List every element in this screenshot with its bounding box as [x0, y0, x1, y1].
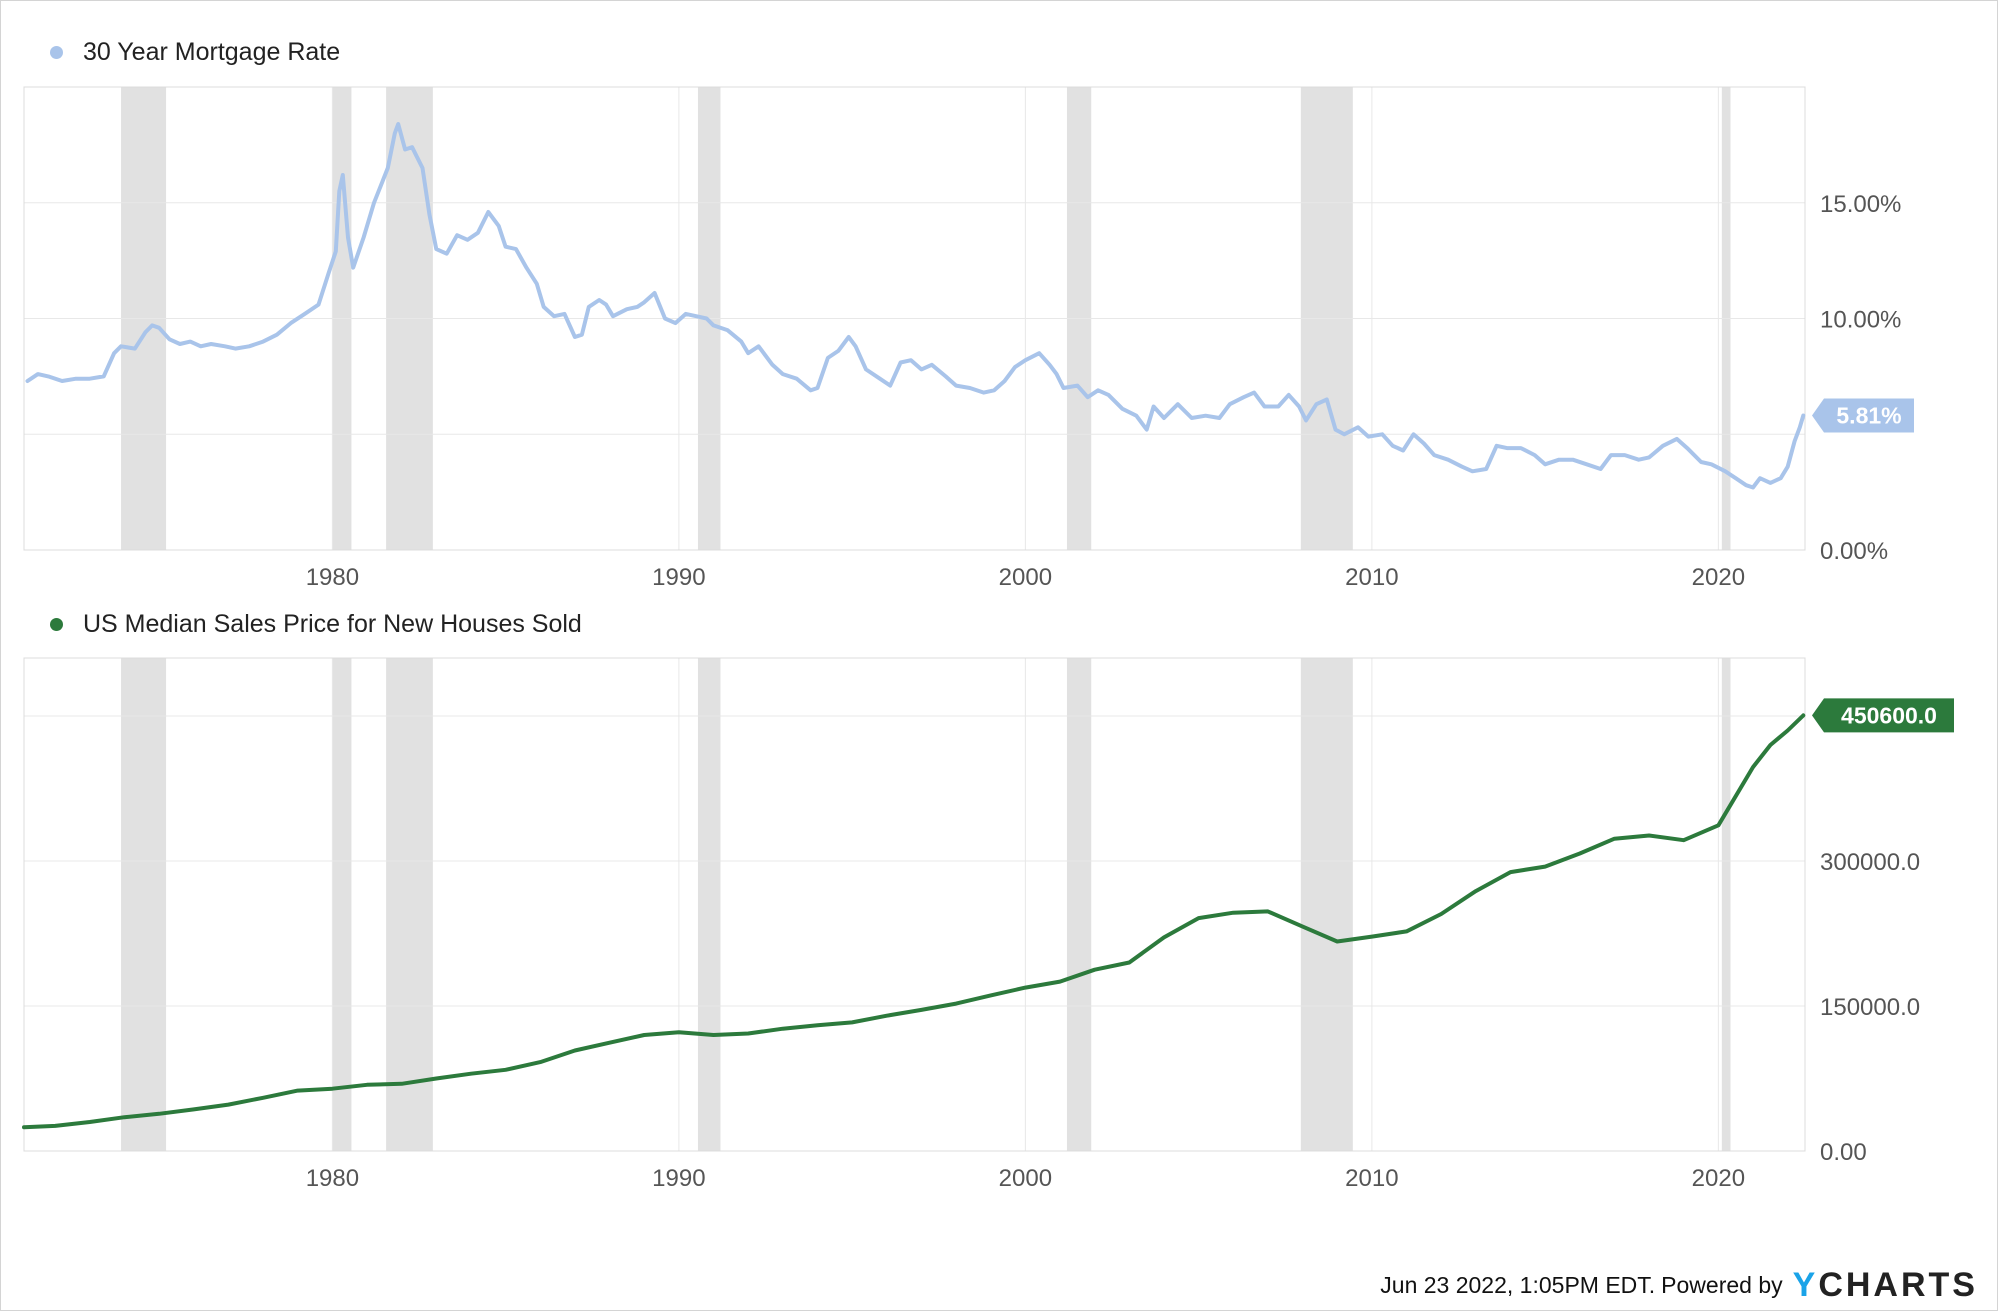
- legend-dot-mortgage: [50, 46, 63, 59]
- price-x-tick-label: 1990: [652, 1165, 705, 1192]
- price-x-tick-label: 1980: [306, 1165, 359, 1192]
- price-recession-band-1: [332, 658, 352, 1151]
- legend-dot-price: [50, 618, 63, 631]
- mortgage-y-tick-label: 0.00%: [1820, 538, 1888, 565]
- mortgage-x-tick-label: 2020: [1692, 564, 1745, 591]
- mortgage-last-value-badge: [1812, 398, 1914, 433]
- price-y-tick-label: 300000.0: [1820, 849, 1920, 876]
- price-last-value-label: 450600.0: [1841, 702, 1937, 728]
- price-recession-band-2: [386, 658, 433, 1151]
- mortgage-x-tick-label: 2000: [999, 564, 1052, 591]
- price-x-tick-label: 2010: [1345, 1165, 1398, 1192]
- price-y-tick-label: 150000.0: [1820, 994, 1920, 1021]
- price-x-tick-label: 2000: [999, 1165, 1052, 1192]
- price-recession-band-6: [1721, 658, 1731, 1151]
- footer: Jun 23 2022, 1:05PM EDT. Powered by YCHA…: [1380, 1266, 1978, 1305]
- price-x-tick-label: 2020: [1692, 1165, 1745, 1192]
- ycharts-logo-text: CHARTS: [1818, 1266, 1978, 1304]
- ycharts-logo-y: Y: [1792, 1266, 1819, 1304]
- mortgage-x-tick-label: 2010: [1345, 564, 1398, 591]
- price-recession-band-0: [121, 658, 167, 1151]
- mortgage-rate-chart[interactable]: 1980 1990 2000 2010 2020 0.00% 10.00% 15.00% 5.8…: [0, 0, 2000, 600]
- legend-median-price[interactable]: US Median Sales Price for New Houses Sol…: [50, 610, 582, 639]
- price-recession-band-3: [697, 658, 721, 1151]
- footer-powered-by: Powered by: [1661, 1272, 1783, 1298]
- price-recession-band-5: [1300, 658, 1353, 1151]
- price-series-line: [22, 713, 1806, 1130]
- legend-mortgage-rate[interactable]: 30 Year Mortgage Rate: [50, 38, 340, 67]
- price-y-tick-label: 0.00: [1820, 1139, 1867, 1166]
- mortgage-x-tick-label: 1990: [652, 564, 705, 591]
- mortgage-series-line: [25, 122, 1806, 490]
- price-recession-band-4: [1066, 658, 1092, 1151]
- mortgage-x-tick-label: 1980: [306, 564, 359, 591]
- mortgage-last-value-label: 5.81%: [1836, 402, 1901, 428]
- legend-label-mortgage: 30 Year Mortgage Rate: [83, 38, 341, 66]
- mortgage-plot-border: [23, 86, 1806, 551]
- price-last-value-badge: [1812, 698, 1954, 733]
- legend-label-price: US Median Sales Price for New Houses Sol…: [83, 610, 582, 638]
- median-price-chart[interactable]: 1980 1990 2000 2010 2020 0.00 150000.0 300000.0…: [0, 0, 2000, 1230]
- footer-timestamp: Jun 23 2022, 1:05PM EDT.: [1380, 1272, 1656, 1298]
- ycharts-logo-link[interactable]: YCHARTS: [1793, 1266, 1978, 1305]
- mortgage-y-tick-label: 15.00%: [1820, 191, 1901, 218]
- price-plot-border: [23, 657, 1806, 1152]
- mortgage-y-tick-label: 10.00%: [1820, 307, 1901, 334]
